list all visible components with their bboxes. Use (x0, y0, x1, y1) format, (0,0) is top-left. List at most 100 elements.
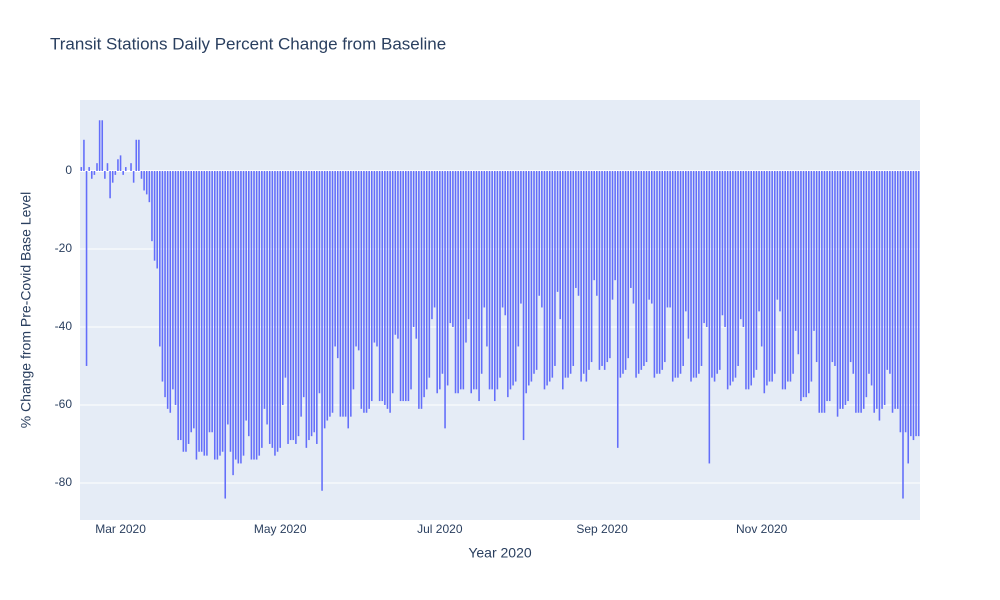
bar (734, 170, 737, 378)
bar (616, 170, 619, 448)
x-tick-label: Mar 2020 (95, 522, 146, 536)
bar (245, 170, 247, 421)
bar (862, 170, 865, 409)
bar (538, 170, 541, 296)
bar (452, 170, 454, 327)
bar (603, 170, 606, 370)
bar (297, 170, 300, 437)
bar (169, 170, 172, 413)
bar (787, 170, 789, 382)
bar (200, 170, 203, 452)
bar (865, 170, 868, 398)
bar (161, 170, 164, 382)
bar (263, 170, 266, 409)
bar (627, 170, 630, 359)
bar (857, 170, 860, 413)
bar (590, 170, 593, 363)
bar (182, 170, 185, 452)
bar (255, 170, 258, 460)
bar (342, 170, 344, 417)
bar (821, 170, 823, 413)
bar (384, 170, 386, 405)
bar (321, 170, 323, 491)
bar (760, 170, 763, 347)
bar (800, 170, 802, 402)
bar (423, 170, 425, 398)
bar (274, 170, 276, 456)
bar (870, 170, 873, 386)
bar (339, 170, 342, 417)
bar (465, 170, 467, 343)
bar (802, 170, 805, 398)
bar (640, 170, 643, 370)
bar (347, 170, 350, 429)
bar (632, 170, 635, 304)
bar (425, 170, 428, 390)
bar (373, 170, 376, 343)
bar (904, 170, 907, 433)
bar (528, 170, 530, 386)
bar (831, 170, 834, 363)
bar (376, 170, 378, 347)
chart-title: Transit Stations Daily Percent Change fr… (50, 34, 446, 53)
bar (410, 170, 412, 390)
bar (135, 139, 138, 171)
bar (789, 170, 792, 382)
bar (815, 170, 818, 363)
bar (666, 170, 669, 308)
bar (810, 170, 813, 382)
bar (229, 170, 232, 452)
bar (902, 170, 904, 499)
bar (104, 170, 106, 179)
bar (580, 170, 582, 382)
bar (174, 170, 177, 405)
bar (883, 170, 886, 405)
bar (530, 170, 533, 382)
bar (643, 170, 645, 366)
bar (614, 170, 616, 281)
bar (554, 170, 556, 366)
bar (221, 170, 224, 452)
bar (467, 170, 470, 320)
x-tick-label: May 2020 (254, 522, 307, 536)
bar (886, 170, 889, 370)
bar (418, 170, 420, 409)
bar (276, 170, 279, 452)
bar (828, 170, 831, 402)
x-tick-label: Nov 2020 (736, 522, 788, 536)
bar (234, 170, 237, 460)
bar (433, 170, 436, 308)
bar (227, 170, 229, 425)
bar (852, 170, 855, 374)
bar (386, 170, 389, 409)
bar (389, 170, 391, 413)
bar (439, 170, 441, 390)
bar (499, 170, 501, 378)
bar (457, 170, 459, 394)
bar (729, 170, 732, 386)
bar (190, 170, 192, 433)
bar (912, 170, 915, 441)
bar (93, 170, 96, 175)
bar (556, 170, 559, 292)
bar (564, 170, 567, 378)
bar (365, 170, 368, 413)
bar (193, 170, 195, 429)
bar (716, 170, 718, 374)
bar (842, 170, 844, 409)
bar (96, 163, 98, 171)
bar (713, 170, 716, 382)
bar (868, 170, 870, 374)
bar (491, 170, 493, 390)
bar (284, 170, 287, 378)
bar (88, 167, 90, 171)
bar (480, 170, 483, 374)
bar (145, 170, 148, 195)
bar (407, 170, 410, 402)
bar (891, 170, 894, 413)
bar (768, 170, 771, 382)
bar (656, 170, 658, 374)
bar (431, 170, 433, 320)
bar (172, 170, 174, 390)
bar (159, 170, 161, 347)
